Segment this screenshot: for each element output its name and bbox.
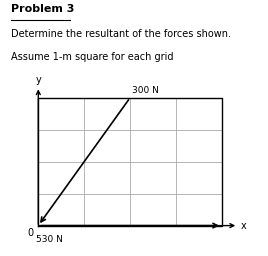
Text: 530 N: 530 N bbox=[36, 235, 63, 244]
Text: Assume 1-m square for each grid: Assume 1-m square for each grid bbox=[11, 52, 173, 62]
Text: Determine the resultant of the forces shown.: Determine the resultant of the forces sh… bbox=[11, 29, 231, 39]
Text: 0: 0 bbox=[28, 228, 34, 238]
Text: Problem 3: Problem 3 bbox=[11, 4, 74, 14]
Text: y: y bbox=[35, 75, 41, 85]
Text: 300 N: 300 N bbox=[132, 86, 159, 95]
Text: x: x bbox=[240, 221, 246, 231]
